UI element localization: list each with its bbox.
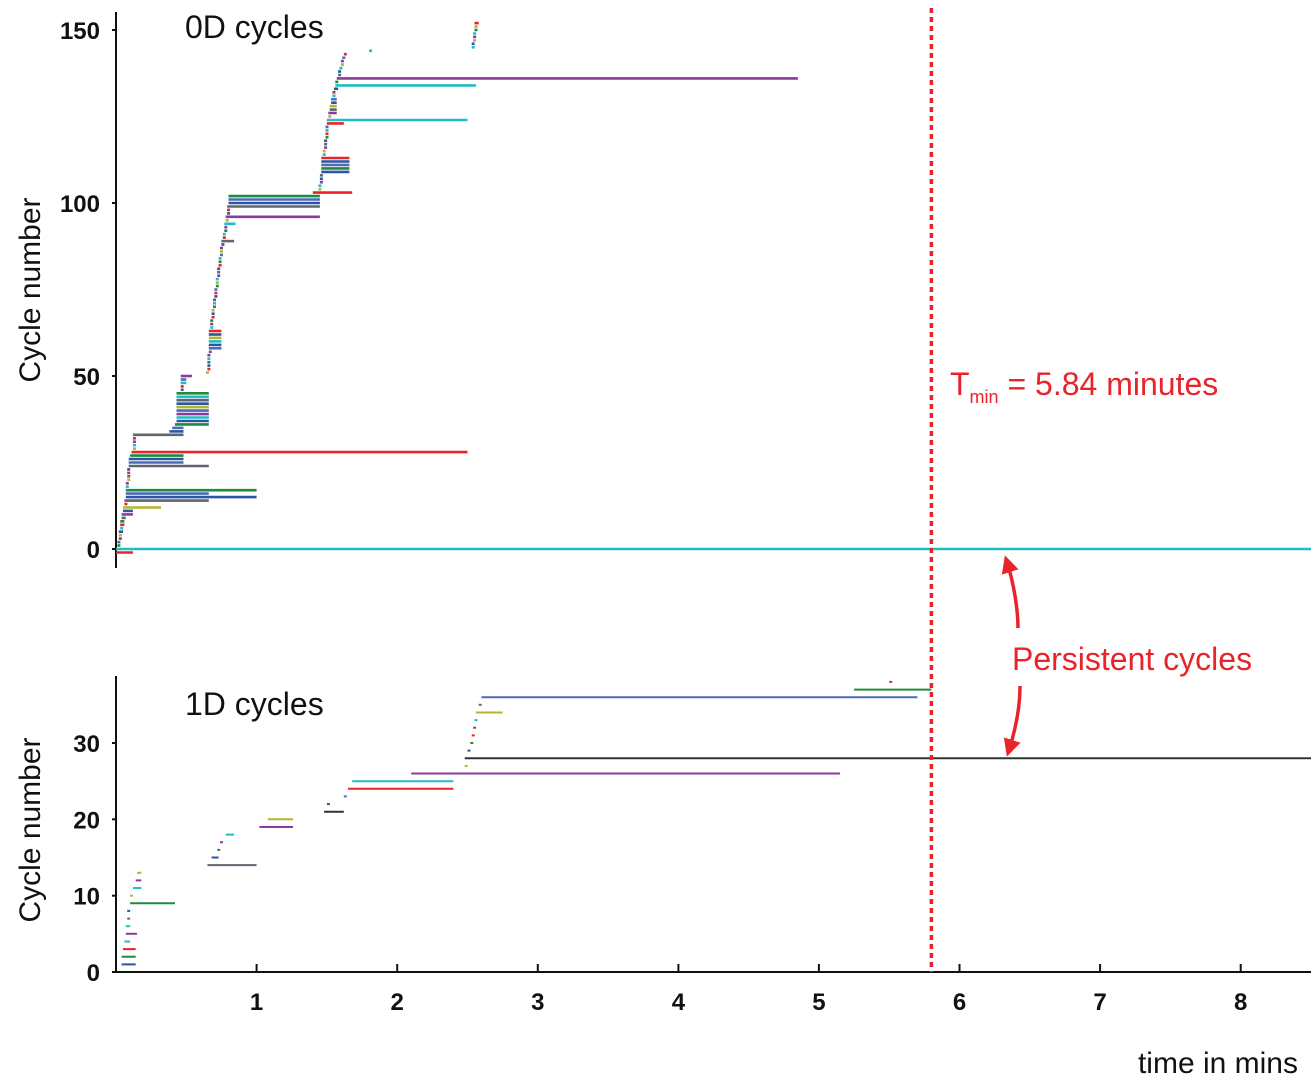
top-ytick-label-50: 50 [73, 364, 100, 391]
xtick-label-4: 4 [672, 989, 686, 1016]
bottom-bars-group [121, 680, 1311, 966]
threshold-label: Tmin = 5.84 minutes [950, 366, 1218, 407]
xtick-label-3: 3 [531, 989, 544, 1016]
bottom-ytick-label-0: 0 [87, 960, 100, 987]
xtick-label-2: 2 [391, 989, 404, 1016]
xtick-label-6: 6 [953, 989, 966, 1016]
xtick-label-1: 1 [250, 989, 263, 1016]
x-axis-label: time in mins [1138, 1047, 1298, 1079]
bottom-ytick-label-10: 10 [73, 884, 100, 911]
bottom-y-axis-label: Cycle number [14, 737, 47, 922]
top-ytick-label-150: 150 [60, 18, 100, 45]
xtick-label-5: 5 [812, 989, 825, 1016]
top-panel-title: 0D cycles [185, 9, 324, 45]
top-panel-0d-cycles: 0 50 100 150 0D cycles Cycle number [14, 9, 1311, 568]
persistent-cycles-label: Persistent cycles [1012, 641, 1252, 677]
threshold-label-subscript: min [970, 387, 999, 407]
arrow-down-to-1d [1003, 685, 1022, 757]
top-y-axis-label: Cycle number [14, 197, 47, 382]
threshold-label-suffix: = 5.84 minutes [999, 366, 1219, 402]
bottom-x-ticks: 1 2 3 4 5 6 7 8 [250, 964, 1247, 1016]
xtick-label-7: 7 [1093, 989, 1106, 1016]
bottom-panel-title: 1D cycles [185, 686, 324, 722]
top-y-ticks: 0 50 100 150 [60, 18, 116, 564]
bottom-ytick-label-30: 30 [73, 731, 100, 758]
threshold-label-prefix: T [950, 366, 970, 402]
top-ytick-label-100: 100 [60, 191, 100, 218]
xtick-label-8: 8 [1234, 989, 1247, 1016]
top-bars-group [116, 21, 1311, 554]
arrow-up-to-0d [1001, 555, 1020, 629]
bottom-y-ticks: 0 10 20 30 [73, 731, 116, 987]
bottom-ytick-label-20: 20 [73, 807, 100, 834]
top-ytick-label-0: 0 [87, 537, 100, 564]
